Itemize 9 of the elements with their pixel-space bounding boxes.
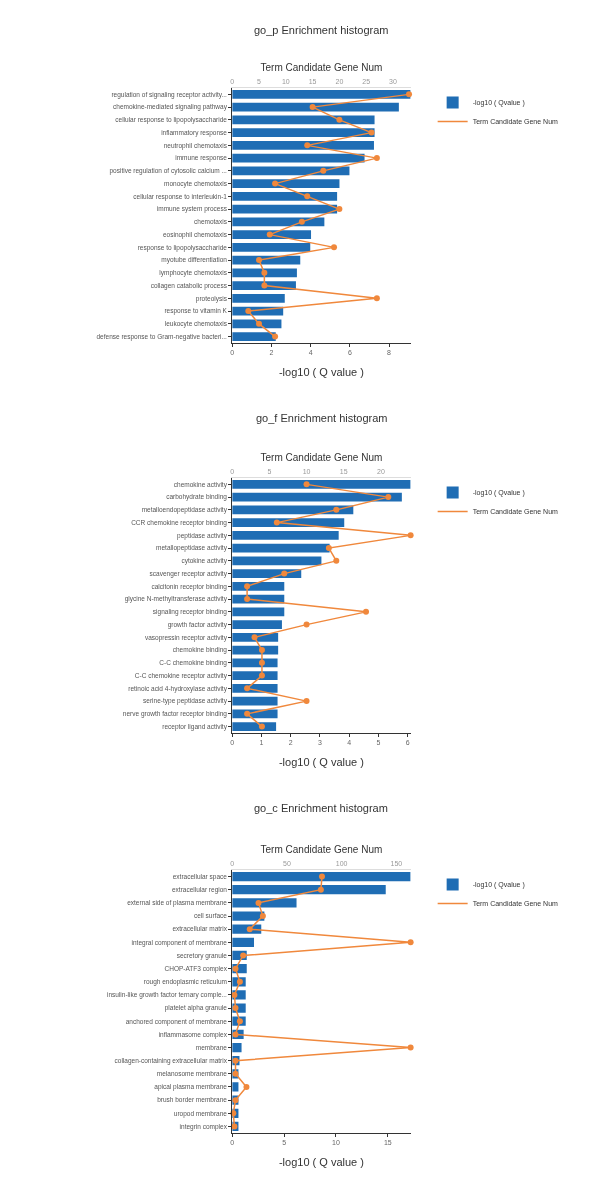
x-axis-title: -log10 ( Q value ) [278, 1155, 364, 1168]
x2-axis-title: Term Candidate Gene Num [260, 452, 383, 464]
x2-axis-title: Term Candidate Gene Num [260, 844, 383, 856]
chart-title: go_c Enrichment histogram [254, 802, 388, 814]
chart-title: go_p Enrichment histogram [254, 24, 389, 36]
x-axis-title: -log10 ( Q value ) [278, 755, 364, 768]
x-axis-title: -log10 ( Q value ) [278, 365, 364, 378]
chart-title: go_f Enrichment histogram [256, 412, 388, 424]
x2-axis-title: Term Candidate Gene Num [260, 62, 383, 74]
